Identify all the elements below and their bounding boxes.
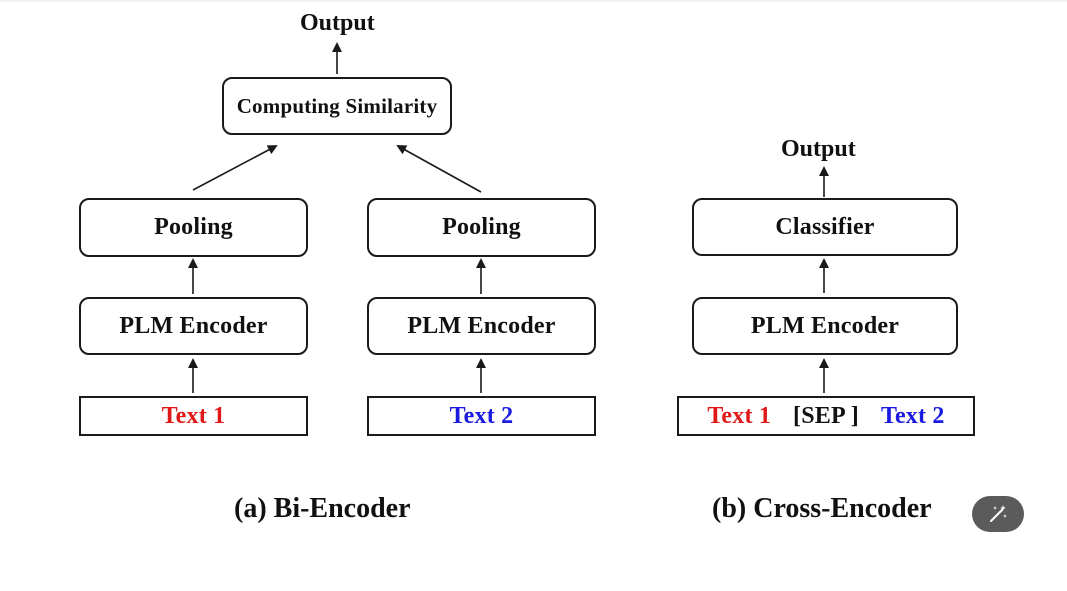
- arrow-pooling-left-to-similarity: [192, 145, 278, 191]
- pooling-label-right: Pooling: [442, 214, 521, 240]
- bi-encoder-caption: (a) Bi-Encoder: [234, 493, 411, 524]
- magic-wand-icon: [990, 505, 1007, 522]
- top-divider: [0, 0, 1067, 2]
- plm-encoder-box-right: PLM Encoder: [367, 297, 596, 355]
- plm-encoder-label-cross: PLM Encoder: [750, 312, 900, 339]
- text-input-box-right: Text 2: [367, 396, 596, 436]
- plm-encoder-label-left: PLM Encoder: [119, 312, 268, 339]
- cross-text2-label: Text 2: [880, 402, 945, 429]
- classifier-box: Classifier: [692, 198, 958, 256]
- plm-encoder-box-cross: PLM Encoder: [692, 297, 958, 355]
- plm-encoder-label-right: PLM Encoder: [407, 312, 556, 339]
- pooling-box-right: Pooling: [367, 198, 596, 257]
- classifier-label: Classifier: [775, 213, 875, 240]
- computing-similarity-box: Computing Similarity: [222, 77, 452, 135]
- plm-encoder-box-left: PLM Encoder: [79, 297, 308, 355]
- pooling-box-left: Pooling: [79, 198, 308, 257]
- cross-output-label: Output: [781, 136, 856, 162]
- cross-text1-label: Text 1: [707, 402, 772, 429]
- text-pair-input-box: Text 1 [SEP ] Text 2: [677, 396, 975, 436]
- text2-label: Text 2: [449, 402, 514, 429]
- sep-token-label: [SEP ]: [793, 402, 859, 429]
- text1-label: Text 1: [161, 402, 226, 429]
- computing-similarity-label: Computing Similarity: [236, 93, 438, 118]
- bi-output-label: Output: [300, 10, 375, 36]
- text-input-box-left: Text 1: [79, 396, 308, 436]
- pooling-label-left: Pooling: [154, 214, 233, 240]
- arrow-pooling-right-to-similarity: [396, 145, 482, 193]
- magic-wand-button[interactable]: [972, 496, 1024, 532]
- cross-encoder-caption: (b) Cross-Encoder: [712, 493, 932, 524]
